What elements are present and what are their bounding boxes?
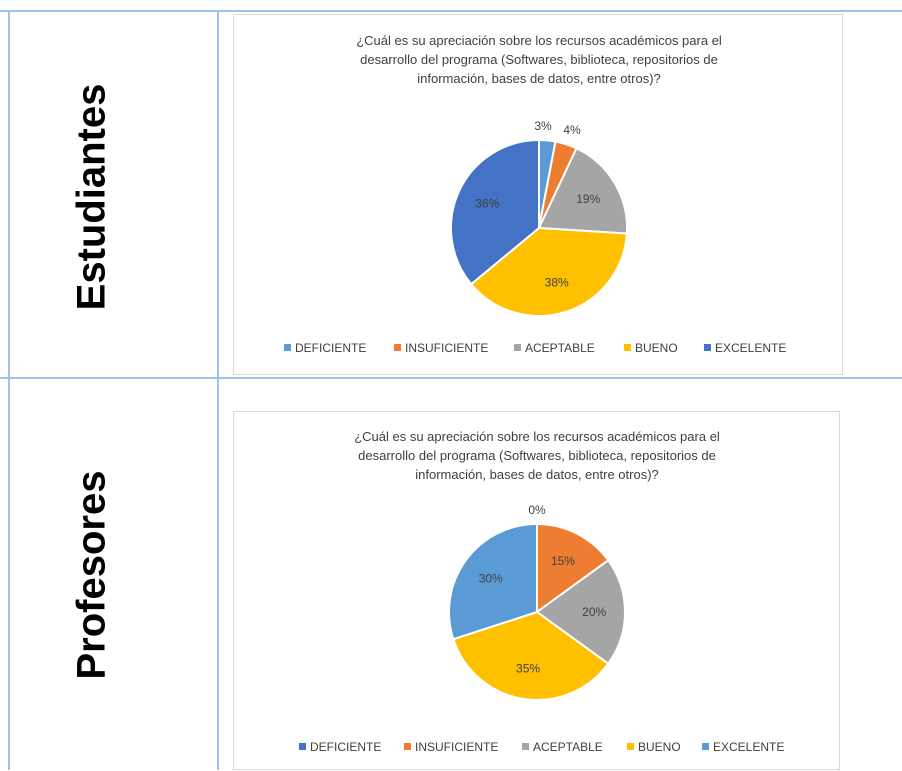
legend-label-aceptable: ACEPTABLE bbox=[533, 740, 603, 754]
data-label-bueno: 38% bbox=[545, 275, 569, 289]
data-label-deficiente: 0% bbox=[528, 503, 546, 517]
table-row-divider bbox=[0, 377, 902, 379]
data-label-aceptable: 19% bbox=[576, 192, 600, 206]
legend-label-bueno: BUENO bbox=[638, 740, 681, 754]
legend-label-excelente: EXCELENTE bbox=[715, 341, 786, 355]
legend-label-insuficiente: INSUFICIENTE bbox=[405, 341, 488, 355]
legend-label-aceptable: ACEPTABLE bbox=[525, 341, 595, 355]
legend-swatch-bueno bbox=[624, 344, 631, 351]
chart-title-line: ¿Cuál es su apreciación sobre los recurs… bbox=[356, 33, 722, 48]
legend-swatch-deficiente bbox=[299, 743, 306, 750]
legend-swatch-excelente bbox=[704, 344, 711, 351]
pie-slice-aceptable bbox=[537, 147, 628, 235]
legend-swatch-insuficiente bbox=[404, 743, 411, 750]
pie-slice-bueno bbox=[452, 610, 610, 701]
legend-label-bueno: BUENO bbox=[635, 341, 678, 355]
data-label-excelente: 30% bbox=[479, 571, 503, 585]
chart-estudiantes: ¿Cuál es su apreciación sobre los recurs… bbox=[233, 14, 843, 375]
pie-chart-estudiantes: ¿Cuál es su apreciación sobre los recurs… bbox=[284, 33, 786, 355]
legend-swatch-deficiente bbox=[284, 344, 291, 351]
data-label-aceptable: 20% bbox=[582, 605, 606, 619]
pie-slice-aceptable bbox=[535, 558, 626, 666]
table-left-border bbox=[8, 10, 10, 770]
legend-swatch-excelente bbox=[702, 743, 709, 750]
data-label-deficiente: 3% bbox=[534, 119, 552, 133]
legend-label-deficiente: DEFICIENTE bbox=[295, 341, 366, 355]
table-column-divider bbox=[217, 10, 219, 770]
table-top-border bbox=[0, 10, 902, 12]
legend-swatch-aceptable bbox=[522, 743, 529, 750]
data-label-insuficiente: 15% bbox=[551, 554, 575, 568]
pie-slice-excelente bbox=[450, 138, 540, 286]
legend-swatch-insuficiente bbox=[394, 344, 401, 351]
chart-title-line: desarrollo del programa (Softwares, bibl… bbox=[360, 52, 718, 67]
legend-swatch-bueno bbox=[627, 743, 634, 750]
data-label-bueno: 35% bbox=[516, 661, 540, 675]
chart-title-line: ¿Cuál es su apreciación sobre los recurs… bbox=[354, 429, 720, 444]
chart-title-line: desarrollo del programa (Softwares, bibl… bbox=[358, 448, 716, 463]
legend-label-insuficiente: INSUFICIENTE bbox=[415, 740, 498, 754]
legend-label-excelente: EXCELENTE bbox=[713, 740, 784, 754]
row-label-estudiantes: Estudiantes bbox=[69, 83, 114, 311]
pie-slice-bueno bbox=[469, 226, 628, 317]
legend-swatch-aceptable bbox=[514, 344, 521, 351]
row-label-profesores: Profesores bbox=[69, 470, 114, 680]
chart-title-line: información, bases de datos, entre otros… bbox=[415, 467, 659, 482]
chart-profesores: ¿Cuál es su apreciación sobre los recurs… bbox=[233, 411, 840, 770]
legend-label-deficiente: DEFICIENTE bbox=[310, 740, 381, 754]
pie-slice-insuficiente bbox=[536, 522, 610, 614]
pie-slice-excelente bbox=[448, 522, 538, 641]
chart-title-line: información, bases de datos, entre otros… bbox=[417, 71, 661, 86]
data-label-insuficiente: 4% bbox=[563, 123, 581, 137]
pie-chart-profesores: ¿Cuál es su apreciación sobre los recurs… bbox=[299, 429, 784, 754]
data-label-excelente: 36% bbox=[475, 197, 499, 211]
